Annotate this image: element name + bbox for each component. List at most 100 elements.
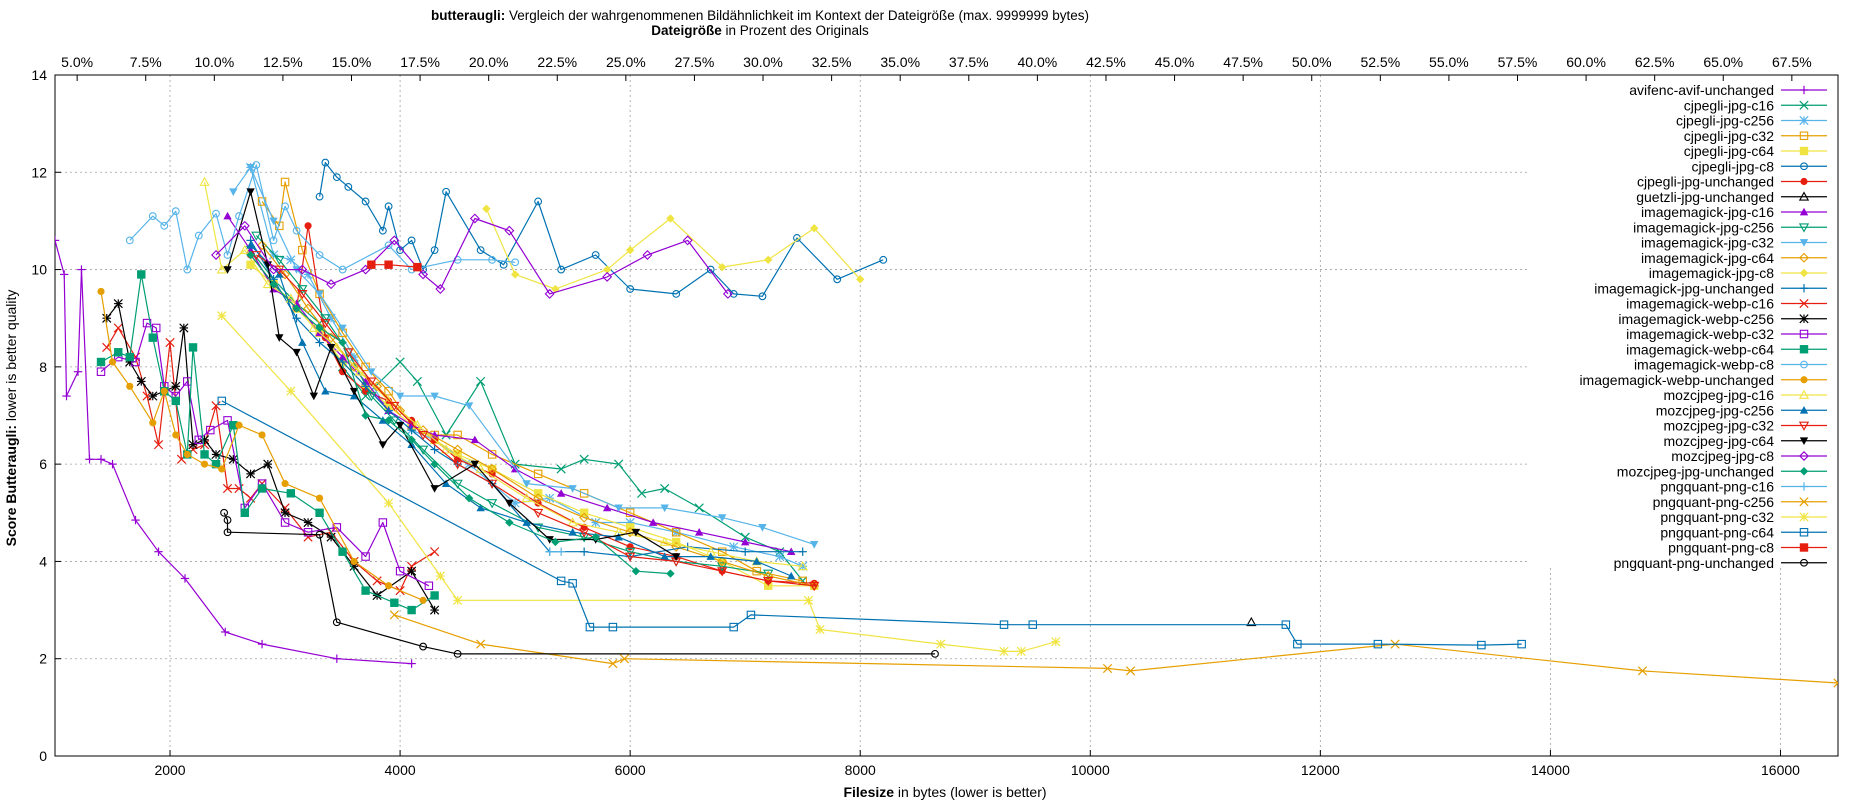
data-point: [666, 214, 675, 223]
legend-marker: [1799, 284, 1809, 293]
series-pngquant-png-c16: [545, 547, 566, 556]
data-point: [217, 311, 227, 321]
data-point: [367, 368, 376, 376]
data-point: [522, 480, 531, 488]
data-point: [775, 551, 785, 562]
data-point: [194, 231, 203, 240]
data-point: [73, 367, 83, 376]
data-point: [239, 244, 250, 255]
data-point: [332, 173, 341, 182]
data-point: [614, 532, 623, 541]
legend: avifenc-avif-unchangedcjpegli-jpg-c16cjp…: [1579, 82, 1827, 571]
data-point: [413, 262, 422, 272]
data-point: [453, 430, 462, 440]
data-point: [533, 493, 544, 504]
data-point: [556, 489, 566, 497]
data-point: [579, 489, 589, 498]
data-point: [429, 605, 440, 615]
legend-marker: [1799, 268, 1809, 278]
legend-marker: [1799, 451, 1809, 461]
data-point: [108, 459, 117, 469]
legend-label: mozcjpeg-jpg-c64: [1664, 433, 1775, 449]
data-point: [602, 503, 612, 512]
data-point: [435, 571, 445, 581]
data-point: [149, 419, 157, 427]
legend-marker: [1800, 558, 1808, 567]
data-point: [803, 595, 814, 605]
data-point: [165, 337, 175, 348]
x-axis-label-bold: Filesize: [843, 784, 894, 800]
data-point: [568, 528, 577, 536]
data-point: [579, 528, 590, 538]
series-line: [221, 400, 1522, 646]
data-point: [361, 377, 370, 385]
legend-entry: imagemagick-webp-c64: [1626, 341, 1827, 357]
data-point: [246, 241, 255, 249]
data-point: [102, 313, 112, 323]
x2-tick-label: 62.5%: [1635, 54, 1675, 70]
data-point: [999, 646, 1009, 657]
data-point: [619, 654, 630, 664]
data-point: [113, 298, 123, 309]
legend-label: mozcjpeg-jpg-c32: [1664, 418, 1775, 434]
data-point: [787, 571, 796, 580]
data-point: [797, 560, 808, 571]
legend-label: cjpegli-jpg-unchanged: [1637, 174, 1774, 190]
legend-marker: [1798, 389, 1810, 399]
series-imagemagick-jpg-c8: [482, 204, 865, 294]
data-point: [361, 411, 370, 420]
data-point: [682, 235, 693, 246]
legend-entry: cjpegli-jpg-c256: [1676, 113, 1827, 129]
data-point: [476, 503, 485, 512]
y-tick-label: 8: [39, 359, 47, 375]
data-point: [626, 285, 635, 293]
data-point: [297, 264, 308, 275]
data-point: [475, 376, 486, 387]
data-point: [298, 338, 307, 346]
data-point: [315, 338, 324, 347]
data-point: [321, 158, 330, 167]
data-point: [378, 416, 388, 424]
series-layer: [55, 158, 1838, 688]
x2-tick-label: 45.0%: [1155, 54, 1195, 70]
data-point: [281, 480, 289, 488]
data-point: [338, 352, 347, 361]
series-pngquant-png-c32: [217, 311, 1061, 657]
y-axis-label-rest: lower is better quality: [3, 290, 19, 425]
data-point: [435, 284, 446, 295]
data-point: [533, 508, 544, 519]
data-point: [367, 260, 376, 269]
data-point: [625, 508, 635, 518]
data-point: [453, 649, 462, 658]
data-point: [183, 450, 191, 458]
data-point: [108, 358, 117, 366]
data-point: [200, 450, 209, 459]
data-point: [211, 250, 222, 260]
series-guetzli-jpg-unchanged: [1246, 616, 1257, 627]
data-point: [1517, 639, 1526, 649]
data-point: [297, 285, 308, 295]
legend-label: imagemagick-webp-unchanged: [1579, 372, 1774, 388]
data-point: [188, 343, 198, 352]
data-point: [384, 406, 393, 415]
legend-marker: [1800, 177, 1808, 186]
data-point: [389, 235, 400, 246]
data-point: [320, 314, 331, 324]
data-point: [505, 518, 514, 527]
data-point: [487, 464, 498, 474]
legend-label: mozcjpeg-jpg-unchanged: [1617, 463, 1774, 479]
data-point: [608, 658, 618, 669]
data-point: [326, 279, 337, 290]
data-point: [280, 508, 290, 518]
data-point: [417, 431, 429, 441]
data-point: [556, 547, 566, 556]
data-point: [395, 421, 405, 430]
data-point: [510, 270, 520, 279]
x2-tick-label: 20.0%: [469, 54, 509, 70]
data-point: [521, 492, 532, 503]
x2-tick-label: 7.5%: [130, 54, 162, 70]
data-point: [486, 499, 498, 509]
x2-tick-label: 27.5%: [675, 54, 715, 70]
data-point: [626, 543, 634, 551]
data-point: [567, 517, 578, 527]
